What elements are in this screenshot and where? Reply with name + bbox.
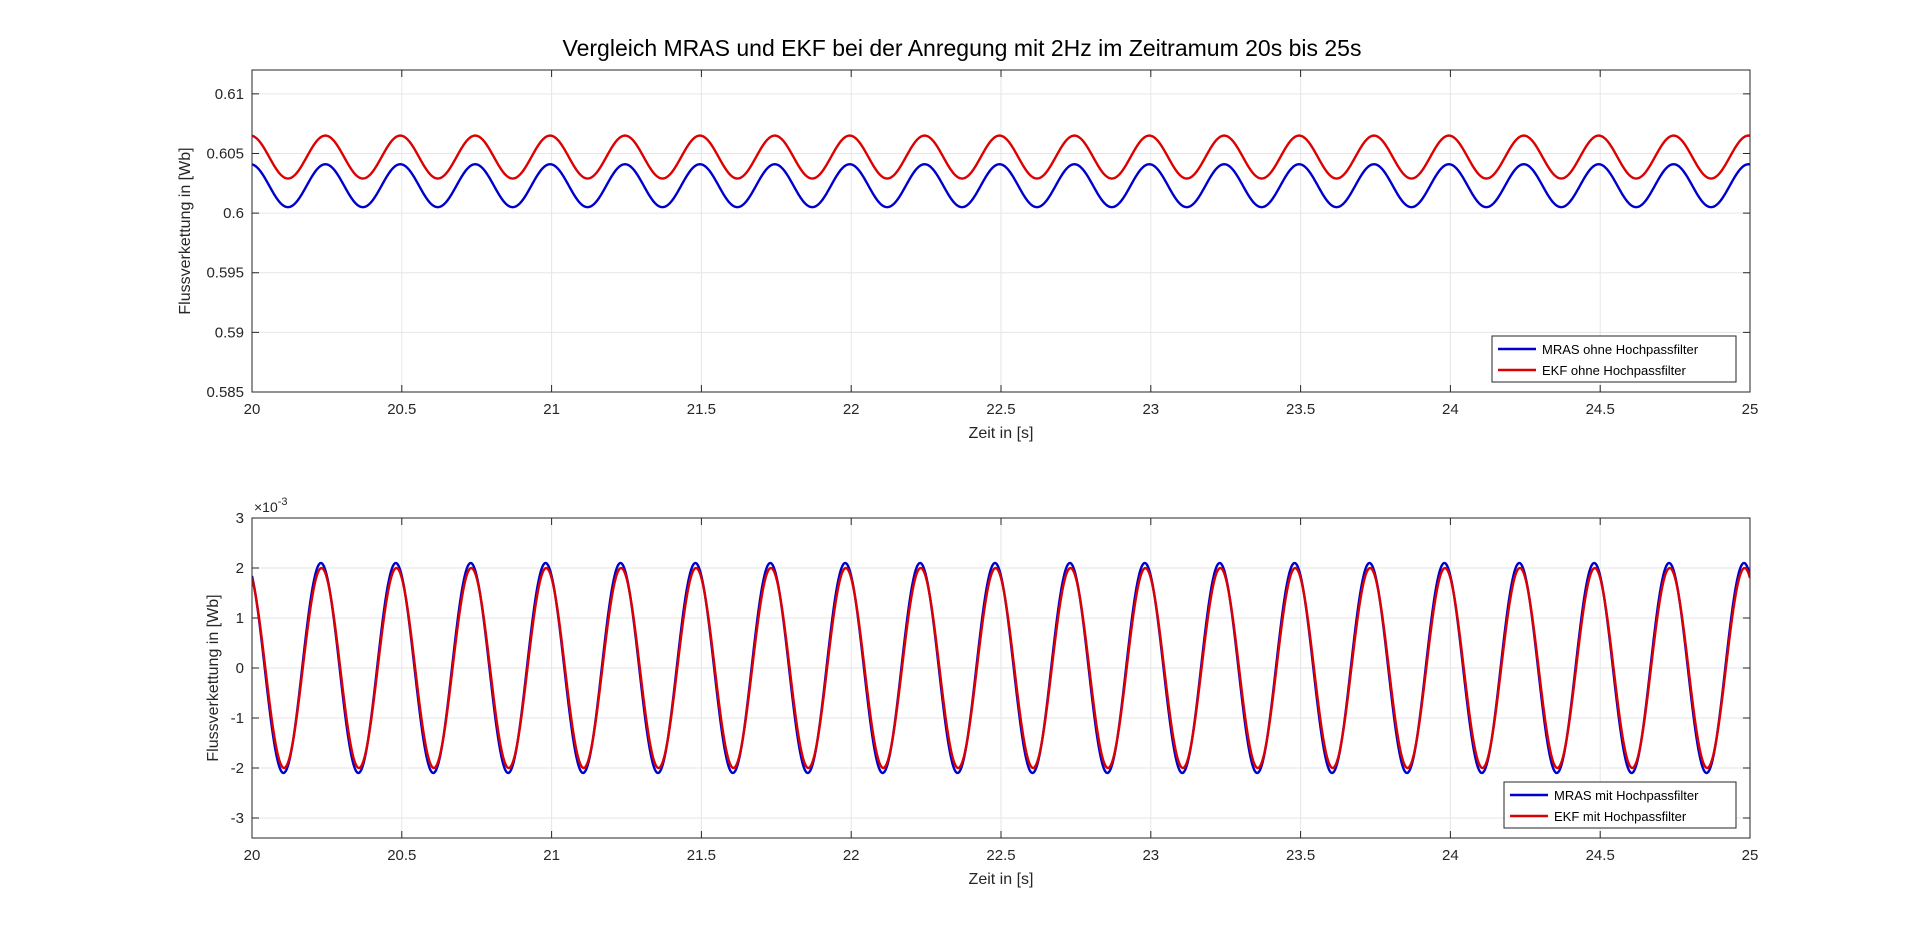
x-tick-label: 21.5 [687,401,716,418]
legend-entry-label: EKF mit Hochpassfilter [1554,809,1687,824]
x-tick-label: 22 [843,401,860,418]
y-tick-label: -3 [231,810,244,827]
legend: MRAS ohne Hochpassfilter EKF ohne Hochpas… [1491,335,1737,383]
legend-box [1503,781,1737,829]
y-tick-label: 3 [236,510,244,527]
x-tick-label: 25 [1742,847,1759,864]
bottom-subplot: 20 20.5 21 21.5 22 22.5 23 23.5 24 24.5 25-3-2-101… [205,496,1758,888]
legend-entry-label: MRAS mit Hochpassfilter [1554,788,1699,803]
x-axis-label: Zeit in [s] [969,871,1034,888]
y-tick-label: 0.585 [206,384,244,401]
legend-box [1491,335,1737,383]
y-tick-label: -1 [231,710,244,727]
y-tick-label: 0.59 [215,324,244,341]
y-tick-label: 0.605 [206,145,244,162]
series-line-mras-ohne-hochpassfilter [252,163,1750,209]
axes-frame [251,517,1751,839]
x-tick-label: 23 [1142,847,1159,864]
x-tick-label: 24 [1442,401,1459,418]
chart-title: Vergleich MRAS und EKF bei der Anregung … [563,35,1362,61]
x-tick-label: 22 [843,847,860,864]
legend-entry-label: MRAS ohne Hochpassfilter [1542,342,1699,357]
series-line-ekf-ohne-hochpassfilter [252,134,1750,180]
x-tick-label: 20.5 [387,401,416,418]
y-exponent-label: ×10-3 [254,496,288,515]
x-tick-label: 22.5 [986,847,1015,864]
x-tick-label: 20 [244,847,261,864]
y-tick-label: 1 [236,610,244,627]
x-tick-label: 21 [543,847,560,864]
y-axis-label: Flussverkettung in [Wb] [205,594,222,761]
x-axis-label: Zeit in [s] [969,425,1034,442]
x-tick-label: 21.5 [687,847,716,864]
x-tick-label: 20 [244,401,261,418]
legend: MRAS mit Hochpassfilter EKF mit Hochpassf… [1503,781,1737,829]
y-tick-label: 0.61 [215,86,244,103]
y-tick-label: 0.6 [223,205,244,222]
x-tick-label: 21 [543,401,560,418]
y-tick-label: 2 [236,560,244,577]
y-tick-label: 0 [236,660,244,677]
axes-frame [251,69,1751,393]
x-tick-label: 20.5 [387,847,416,864]
x-tick-label: 23 [1142,401,1159,418]
x-tick-label: 24.5 [1586,401,1615,418]
top-subplot: 20 20.5 21 21.5 22 22.5 23 23.5 24 24.5 25 0.585 0.5… [177,69,1759,442]
legend-entry-label: EKF ohne Hochpassfilter [1542,363,1686,378]
y-tick-label: -2 [231,760,244,777]
x-tick-label: 25 [1742,401,1759,418]
y-tick-label: 0.595 [206,265,244,282]
y-axis-label: Flussverkettung in [Wb] [177,147,194,314]
x-tick-label: 23.5 [1286,401,1315,418]
x-tick-label: 22.5 [986,401,1015,418]
x-tick-label: 24.5 [1586,847,1615,864]
x-tick-label: 23.5 [1286,847,1315,864]
series-line-ekf-mit-hochpassfilter [252,566,1750,770]
x-tick-label: 24 [1442,847,1459,864]
